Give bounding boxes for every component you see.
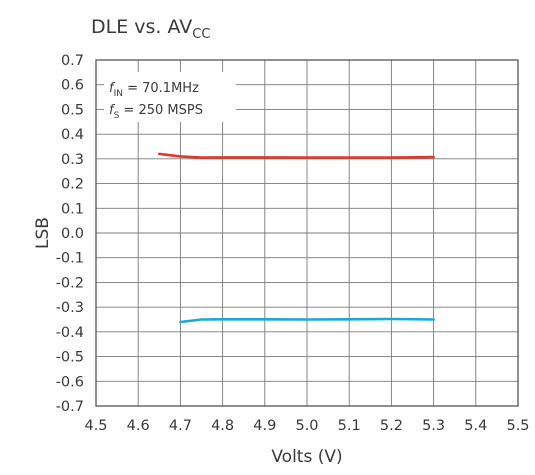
y-tick-label: -0.1 [56,251,84,267]
y-tick-label: 0.7 [61,53,84,69]
annotation-text: fS = 250 MSPS [109,103,203,121]
plot-border [95,59,519,407]
annotation-text: fIN = 70.1MHz [109,81,199,99]
y-axis-title: LSB [33,217,53,249]
y-tick-label: -0.7 [56,399,84,415]
annotation-value: = 70.1MHz [123,81,199,96]
x-tick-labels: 4.5 4.6 4.7 4.8 4.9 5.0 5.1 5.2 5.3 5.4 5.5 [84,418,529,434]
y-tick-labels: 0.7 0.6 0.5 0.4 0.3 0.2 0.1 0.0 -0.1 -0.2 -0.3 -0.4… [56,53,84,415]
x-tick-label: 5.0 [295,418,318,434]
chart-title-subscript: CC [192,27,210,42]
x-axis-title: Volts (V) [271,447,342,467]
y-tick-label: -0.5 [56,350,84,366]
x-tick-label: 4.5 [84,418,107,434]
series-line-2 [179,317,435,324]
annotation-subscript: S [114,111,120,121]
chart-title-main: DLE vs. AV [91,16,192,38]
y-tick-label: -0.6 [56,374,84,390]
y-tick-label: 0.0 [61,226,84,242]
annotation-symbol: f [109,103,116,118]
x-tick-label: 5.5 [506,418,529,434]
x-tick-label: 4.6 [127,418,150,434]
series-lines [158,152,435,324]
y-tick-label: 0.2 [61,177,84,193]
annotation-value: = 250 MSPS [119,103,203,118]
y-tick-label: -0.2 [56,275,84,291]
x-tick-label: 4.8 [211,418,234,434]
x-tick-label: 4.7 [169,418,192,434]
x-tick-label: 5.1 [338,418,361,434]
y-tick-label: -0.3 [56,300,84,316]
annotation-symbol: f [109,81,116,96]
y-tick-label: 0.6 [61,78,84,94]
y-tick-label: 0.4 [61,127,84,143]
annotation-background [104,72,236,122]
x-tick-label: 4.9 [253,418,276,434]
y-tick-label: 0.3 [61,152,84,168]
annotation-subscript: IN [114,89,123,99]
x-tick-label: 5.2 [380,418,403,434]
x-tick-label: 5.3 [422,418,445,434]
chart-title: DLE vs. AVCC [91,16,210,42]
x-tick-label: 5.4 [464,418,487,434]
y-tick-label: 0.5 [61,102,84,118]
y-tick-label: -0.4 [56,325,84,341]
series-line-1 [158,152,435,159]
y-tick-label: 0.1 [61,201,84,217]
